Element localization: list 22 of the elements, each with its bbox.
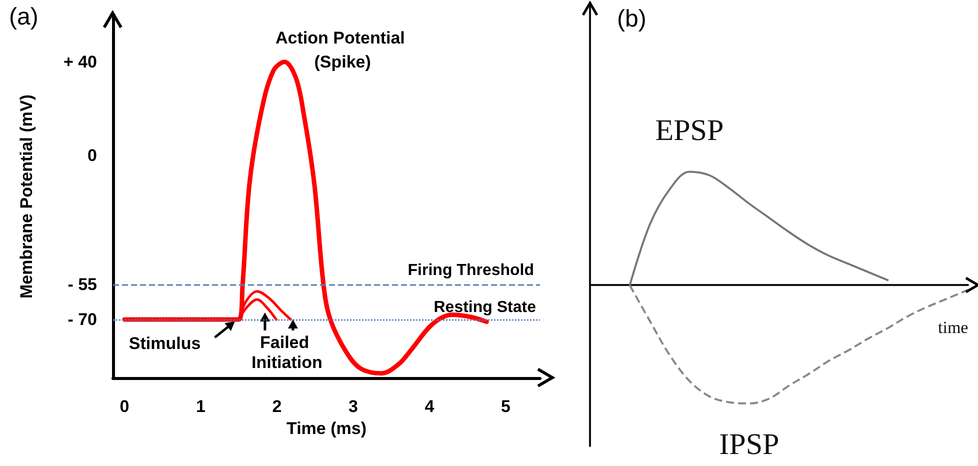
x-tick-label: 1	[196, 397, 206, 416]
y-tick-label: 0	[88, 146, 97, 166]
x-axis-title: Time (ms)	[286, 419, 366, 438]
y-axis-title: Membrane Potential (mV)	[17, 94, 36, 299]
series-label: EPSP	[655, 114, 724, 148]
x-tick-label: 5	[500, 397, 510, 416]
x-tick-label: 3	[348, 397, 358, 416]
x-axis-title: time	[938, 318, 968, 338]
y-tick-label: + 40	[63, 52, 97, 72]
annotation: Failed Initiation	[252, 332, 322, 372]
annotation: Action Potential (Spike)	[276, 28, 410, 72]
x-tick-label: 4	[424, 397, 435, 416]
annotation: Stimulus	[128, 334, 201, 353]
y-tick-label: - 55	[68, 274, 97, 294]
x-tick-label: 2	[272, 397, 282, 416]
chart-title: (b)	[617, 6, 646, 32]
y-tick-label: - 70	[68, 310, 97, 329]
ref-line-label: Firing Threshold	[408, 262, 534, 279]
x-tick-label: 0	[120, 397, 130, 416]
ref-line-label: Resting State	[434, 298, 536, 316]
chart-title: (a)	[9, 4, 38, 30]
series-label: IPSP	[719, 428, 780, 461]
